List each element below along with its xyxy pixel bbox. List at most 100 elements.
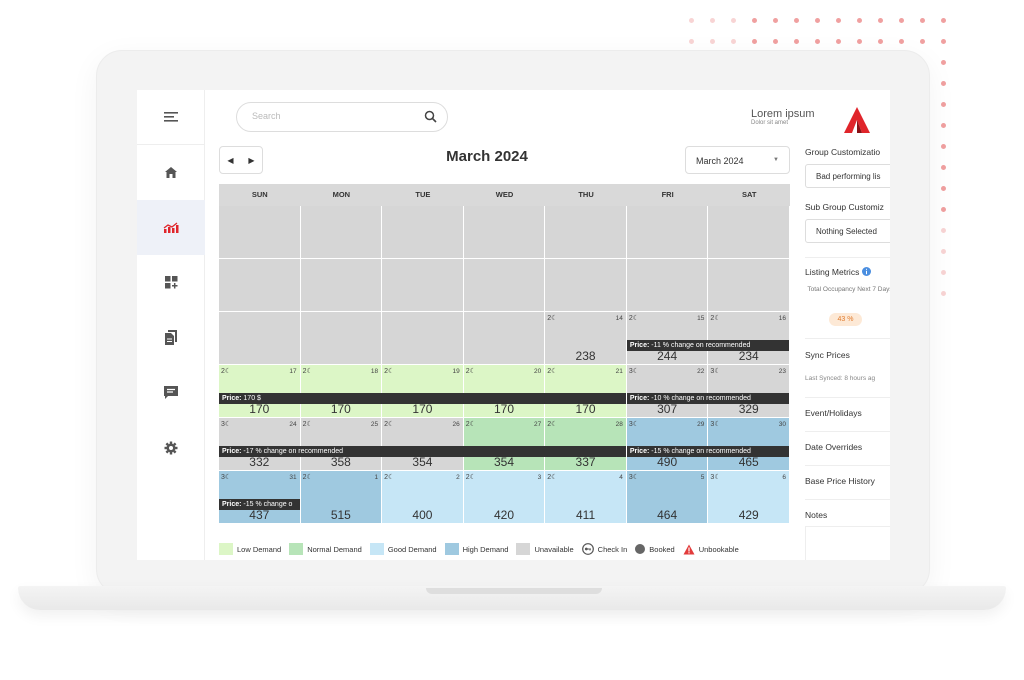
- sidebar-item-dashboard[interactable]: [137, 255, 205, 310]
- legend-swatch: [444, 543, 459, 555]
- calendar-day-cell[interactable]: 3☾ 24 332: [219, 418, 301, 471]
- decor-dot: [731, 18, 736, 23]
- calendar-day-cell[interactable]: 2☾ 18 170: [300, 365, 383, 418]
- brand-subtitle: Dolor sit amet: [751, 120, 789, 126]
- day-number: 31: [289, 474, 297, 481]
- weekday-header: SUN MON TUE WED THU FRI SAT: [219, 184, 790, 206]
- legend-item: Good Demand: [369, 543, 437, 555]
- calendar-day-cell[interactable]: [382, 259, 464, 312]
- calendar-day-cell[interactable]: 2☾ 25 358: [300, 418, 383, 471]
- decor-dot: [773, 18, 778, 23]
- day-price: 234: [738, 349, 759, 363]
- calendar-day-cell[interactable]: [708, 259, 790, 312]
- decor-dot: [710, 18, 715, 23]
- sidebar-item-settings[interactable]: [137, 420, 205, 475]
- calendar-day-cell[interactable]: 2☾ 14 238: [545, 312, 627, 365]
- sub-group-select[interactable]: Nothing Selected: [805, 219, 890, 243]
- calendar-day-cell[interactable]: 3☾ 23 329: [708, 365, 790, 418]
- calendar-day-cell[interactable]: [545, 206, 627, 259]
- sidebar-item-analytics[interactable]: [137, 200, 205, 255]
- calendar-day-cell[interactable]: 3☾ 31 437: [219, 471, 301, 524]
- calendar-day-cell[interactable]: [463, 312, 546, 365]
- calendar-day-cell[interactable]: [626, 259, 709, 312]
- day-number: 24: [289, 421, 297, 428]
- calendar-day-cell[interactable]: 2☾ 21 170: [545, 365, 627, 418]
- date-overrides-link[interactable]: Date Overrides: [805, 442, 863, 452]
- calendar-day-cell[interactable]: 2☾ 17 170: [219, 365, 301, 418]
- base-price-history-link[interactable]: Base Price History: [805, 476, 875, 486]
- divider: [805, 465, 890, 466]
- calendar-day-cell[interactable]: [219, 312, 301, 365]
- calendar-day-cell[interactable]: 3☾ 6 429: [708, 471, 790, 524]
- day-price: 244: [657, 349, 678, 363]
- calendar-day-cell[interactable]: 2☾ 19 170: [382, 365, 464, 418]
- decor-dot: [941, 165, 946, 170]
- calendar-day-cell[interactable]: 2☾ 2 400: [382, 471, 464, 524]
- event-holidays-link[interactable]: Event/Holidays: [805, 408, 862, 418]
- next-month-button[interactable]: ▶: [248, 155, 255, 165]
- prev-month-button[interactable]: ◀: [227, 155, 234, 165]
- sync-prices-button[interactable]: Sync Prices: [805, 350, 850, 360]
- price-change-banner: Price: -15 % change on recommended: [626, 446, 789, 457]
- day-number: 5: [700, 474, 705, 481]
- decor-dot: [941, 60, 946, 65]
- month-select-value: March 2024: [696, 156, 744, 166]
- search-icon[interactable]: [424, 110, 437, 123]
- calendar-day-cell[interactable]: 2☾ 27 354: [463, 418, 546, 471]
- calendar-day-cell[interactable]: 2☾ 26 354: [382, 418, 464, 471]
- calendar-day-cell[interactable]: [382, 312, 464, 365]
- calendar-day-cell[interactable]: 3☾ 30 465: [708, 418, 790, 471]
- decor-dot: [941, 39, 946, 44]
- calendar-day-cell[interactable]: 2☾ 15 244: [626, 312, 709, 365]
- calendar-day-cell[interactable]: [463, 259, 546, 312]
- calendar-day-cell[interactable]: [300, 259, 383, 312]
- calendar-day-cell[interactable]: 3☾ 5 464: [626, 471, 709, 524]
- sidebar-item-home[interactable]: [137, 145, 205, 200]
- search-box[interactable]: Search: [236, 102, 448, 132]
- info-icon[interactable]: [861, 267, 871, 276]
- divider: [805, 397, 890, 398]
- search-input[interactable]: Search: [252, 111, 281, 121]
- day-number: 25: [370, 421, 379, 428]
- calendar-day-cell[interactable]: [219, 259, 301, 312]
- day-price: 420: [493, 508, 514, 522]
- menu-button[interactable]: [137, 90, 205, 145]
- calendar-day-cell[interactable]: 2☾ 28 337: [545, 418, 627, 471]
- group-customization-select[interactable]: Bad performing lis: [805, 164, 890, 188]
- notes-textarea[interactable]: [805, 526, 890, 560]
- calendar-day-cell[interactable]: 2☾ 1 515: [300, 471, 383, 524]
- calendar-day-cell[interactable]: [463, 206, 546, 259]
- documents-icon: [165, 330, 177, 345]
- day-number: 28: [615, 421, 623, 428]
- price-change-banner: Price: 170 $: [219, 393, 626, 404]
- laptop-notch: [426, 588, 602, 594]
- day-price: 411: [575, 508, 596, 522]
- decor-dot: [752, 39, 757, 44]
- calendar-day-cell[interactable]: 2☾ 16 234: [708, 312, 790, 365]
- month-select[interactable]: March 2024 ▼: [685, 146, 790, 174]
- day-number: 14: [615, 315, 623, 322]
- last-synced-text: Last Synced: 8 hours ag: [805, 375, 876, 382]
- calendar-day-cell[interactable]: [708, 206, 790, 259]
- min-nights-label: 3☾: [710, 421, 721, 428]
- min-nights-label: 2☾: [547, 368, 558, 375]
- calendar-day-cell[interactable]: 2☾ 4 411: [545, 471, 627, 524]
- calendar-day-cell[interactable]: [382, 206, 464, 259]
- calendar-day-cell[interactable]: 2☾ 20 170: [463, 365, 546, 418]
- calendar-day-cell[interactable]: [300, 312, 383, 365]
- calendar-day-cell[interactable]: [545, 259, 627, 312]
- min-nights-label: 2☾: [221, 368, 232, 375]
- price-change-label: Price:: [222, 448, 242, 455]
- legend-swatch: [369, 543, 384, 555]
- sidebar-item-documents[interactable]: [137, 310, 205, 365]
- chevron-down-icon: ▼: [773, 157, 779, 163]
- sidebar-item-messages[interactable]: [137, 365, 205, 420]
- calendar-day-cell[interactable]: [219, 206, 301, 259]
- calendar-day-cell[interactable]: 2☾ 3 420: [463, 471, 546, 524]
- calendar-day-cell[interactable]: 3☾ 29 490: [626, 418, 709, 471]
- calendar-day-cell[interactable]: 3☾ 22 307: [626, 365, 709, 418]
- calendar-day-cell[interactable]: [626, 206, 709, 259]
- calendar-day-cell[interactable]: [300, 206, 383, 259]
- decor-dot: [941, 228, 946, 233]
- occupancy-badge: 43 %: [829, 313, 862, 326]
